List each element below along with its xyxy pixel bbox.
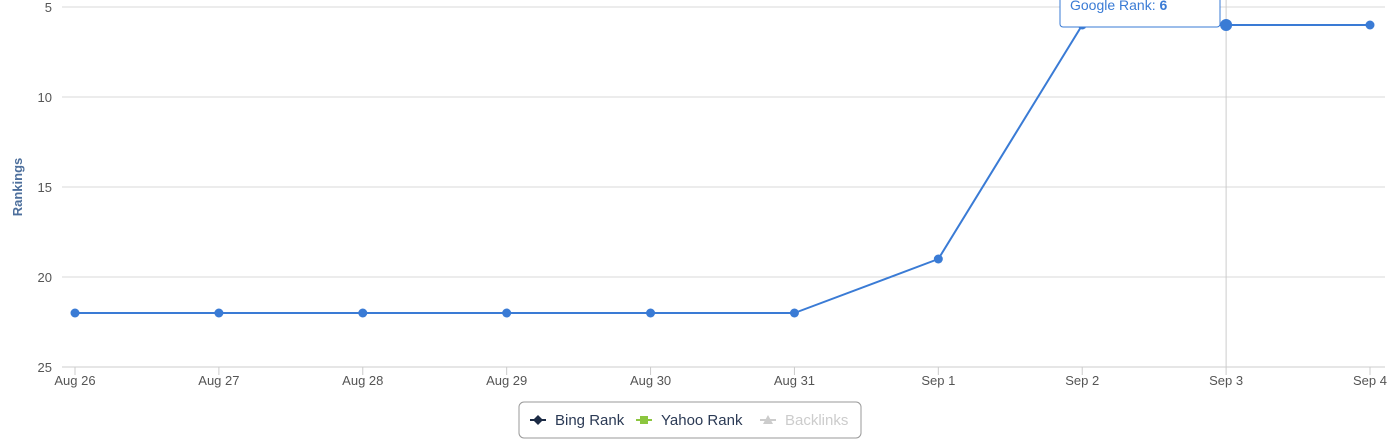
x-tick-label: Sep 1 <box>921 373 955 388</box>
tooltip: Google Rank: 6 <box>1059 0 1221 28</box>
data-point[interactable] <box>214 308 224 318</box>
series-line <box>75 24 1370 314</box>
tooltip-text: Google Rank: 6 <box>1070 0 1168 13</box>
y-tick-label: 15 <box>38 180 52 195</box>
tooltip-label: Google Rank: <box>1070 0 1160 13</box>
diamond-marker-icon <box>533 415 543 425</box>
legend-item[interactable]: Backlinks <box>760 412 848 429</box>
y-axis-title: Rankings <box>10 158 25 217</box>
data-point[interactable] <box>358 308 368 318</box>
data-point[interactable] <box>502 308 512 318</box>
x-tick-label: Sep 4 <box>1353 373 1387 388</box>
legend-label: Yahoo Rank <box>661 412 743 429</box>
x-axis-labels: Aug 26 Aug 27 Aug 28 Aug 29 Aug 30 Aug 31 Sep … <box>54 373 1387 388</box>
data-point[interactable] <box>646 308 656 318</box>
data-point[interactable] <box>789 308 799 318</box>
x-tick-label: Aug 30 <box>630 373 671 388</box>
y-tick-label: 10 <box>38 90 52 105</box>
tooltip-value: 6 <box>1160 0 1168 13</box>
data-point[interactable] <box>70 308 80 318</box>
series-layer <box>70 19 1375 318</box>
legend-label: Backlinks <box>785 412 848 429</box>
x-tick-label: Aug 29 <box>486 373 527 388</box>
legend-label: Bing Rank <box>555 412 625 429</box>
legend-item[interactable]: Bing Rank <box>530 412 625 429</box>
x-tick-label: Aug 31 <box>774 373 815 388</box>
grid <box>62 6 1385 375</box>
square-marker-icon <box>640 416 648 424</box>
y-tick-label: 25 <box>38 360 52 375</box>
x-tick-label: Sep 2 <box>1065 373 1099 388</box>
legend-item[interactable]: Yahoo Rank <box>636 412 743 429</box>
data-point[interactable] <box>933 254 943 264</box>
tooltip-box <box>1059 0 1221 28</box>
y-tick-label: 5 <box>45 0 52 15</box>
data-point[interactable] <box>1220 19 1233 31</box>
y-axis-labels: 5 10 15 20 25 <box>38 0 52 375</box>
legend[interactable]: Bing Rank Yahoo Rank Backlinks <box>518 401 862 439</box>
x-tick-label: Aug 27 <box>198 373 239 388</box>
legend-box <box>518 401 862 439</box>
triangle-marker-icon <box>763 415 773 424</box>
x-tick-label: Sep 3 <box>1209 373 1243 388</box>
data-point[interactable] <box>1365 20 1375 30</box>
x-tick-label: Aug 28 <box>342 373 383 388</box>
x-tick-label: Aug 26 <box>54 373 95 388</box>
y-tick-label: 20 <box>38 270 52 285</box>
